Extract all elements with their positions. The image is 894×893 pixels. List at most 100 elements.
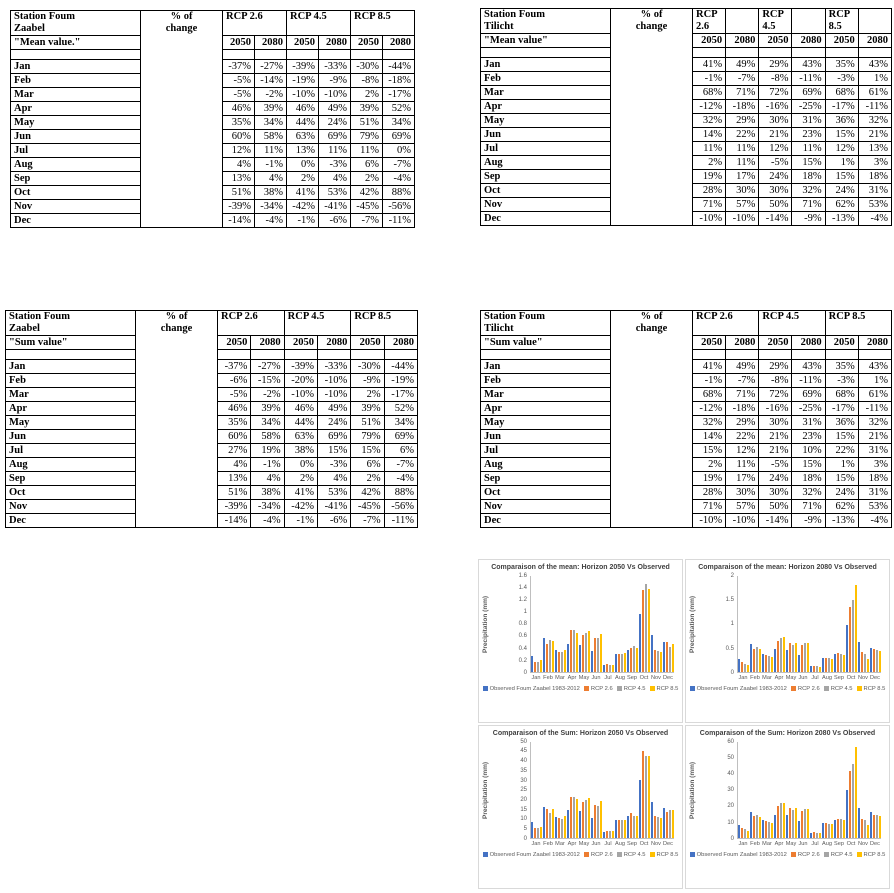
bar-rcp26	[801, 645, 804, 672]
value-cell: 19%	[691, 169, 727, 185]
value-cell: 11%	[725, 155, 760, 171]
bar-rcp26	[753, 648, 756, 672]
value-cell: -42%	[283, 499, 318, 515]
scenario-header: RCP 4.5	[758, 7, 793, 35]
value-cell: -3%	[824, 373, 859, 389]
value-cell: 43%	[857, 359, 893, 375]
y-tick-label: 40	[727, 771, 734, 778]
bar-rcp45	[608, 831, 611, 838]
bar-group	[614, 576, 626, 672]
value-cell: 71%	[725, 387, 760, 403]
bar-observed	[567, 643, 570, 672]
y-axis-label: Precipitation (mm)	[689, 595, 696, 653]
value-cell: 27%	[216, 443, 252, 459]
table-row: Mar -5% -2% -10% -10% 2% -17%	[5, 387, 419, 403]
station-name: Station Foum Zaabel	[5, 309, 136, 337]
legend-swatch	[482, 686, 488, 692]
legend-swatch	[790, 852, 796, 858]
value-cell: -19%	[286, 73, 319, 89]
x-axis-labels: Jan Feb Mar Apr May Jun Jul Aug Sep Oct Nov Dec	[737, 841, 881, 847]
month-cell: Aug	[480, 457, 611, 473]
bar-rcp26	[582, 635, 585, 672]
month-cell: Dec	[10, 213, 141, 229]
month-cell: Aug	[480, 155, 611, 171]
value-cell: -5%	[758, 457, 793, 473]
value-cell: 30%	[758, 485, 793, 501]
bar-rcp85	[771, 822, 774, 838]
legend-swatch	[649, 686, 655, 692]
value-cell: -41%	[316, 499, 352, 515]
value-cell: 18%	[857, 471, 893, 487]
bar-rcp45	[644, 584, 647, 672]
table-header-row: Station Foum Zaabel% of change RCP 2.6 RCP…	[5, 309, 418, 529]
bar-rcp26	[653, 816, 656, 838]
bar-rcp45	[851, 600, 854, 672]
bar-observed	[821, 823, 824, 838]
bar-group	[602, 576, 615, 672]
value-cell: 4%	[250, 471, 285, 487]
spacer-cell	[350, 349, 385, 361]
legend-label: RCP 8.5	[656, 685, 679, 692]
value-cell: -10%	[691, 513, 727, 529]
legend-item: RCP 8.5	[856, 686, 885, 692]
value-cell: -1%	[691, 373, 727, 389]
x-tick-label: Apr	[774, 674, 784, 681]
value-cell: 2%	[350, 171, 383, 187]
value-cell: 14%	[691, 429, 727, 445]
month-cell: Mar	[480, 387, 611, 403]
value-cell: 51%	[216, 485, 252, 501]
spacer-cell	[758, 349, 793, 361]
x-tick-label: Oct	[639, 674, 649, 681]
value-cell: 44%	[286, 115, 319, 131]
year-header: 2080	[316, 335, 352, 351]
bar-rcp85	[588, 798, 591, 838]
bar-rcp26	[546, 808, 549, 838]
bar-group	[798, 742, 810, 838]
value-cell: 43%	[791, 359, 826, 375]
chart-legend: Observed Foum Zaabel 1983-2012 RCP 2.6 RCP…	[482, 852, 679, 858]
value-cell: 15%	[791, 457, 826, 473]
bar-rcp26	[629, 812, 632, 838]
bar-group	[614, 742, 626, 838]
value-cell: -5%	[222, 73, 255, 89]
bar-observed	[833, 653, 836, 672]
value-cell: -34%	[254, 199, 287, 215]
y-tick-label: 0.5	[725, 645, 734, 652]
bar-group	[543, 742, 555, 838]
spacer-cell	[222, 49, 255, 61]
value-cell: 39%	[350, 101, 383, 117]
value-cell: -27%	[250, 359, 285, 375]
y-tick-label: 1.4	[518, 584, 527, 591]
bar-rcp85	[818, 832, 821, 838]
value-cell: -20%	[283, 373, 318, 389]
bar-rcp45	[656, 816, 659, 838]
bar-group	[591, 742, 603, 838]
value-cell: 57%	[725, 197, 760, 213]
bar-rcp85	[795, 642, 798, 672]
spacer-cell	[10, 49, 141, 61]
value-cell: 1%	[857, 71, 893, 87]
value-cell: -4%	[857, 513, 893, 529]
value-cell: -7%	[725, 71, 760, 87]
spacer-cell	[758, 47, 793, 59]
plot-wrapper: 0 5 10 15 20 25 30 35 40 45 50	[520, 739, 674, 842]
value-cell: 72%	[758, 85, 793, 101]
value-cell: 41%	[691, 57, 727, 73]
value-cell: -6%	[316, 513, 352, 529]
bar-rcp85	[771, 657, 774, 672]
bar-group	[786, 576, 798, 672]
value-cell: 69%	[382, 129, 415, 145]
chart-legend: Observed Foum Zaabel 1983-2012 RCP 2.6 RCP…	[482, 686, 679, 692]
value-cell: 69%	[318, 129, 351, 145]
value-cell: -44%	[383, 359, 419, 375]
spacer-cell	[250, 349, 285, 361]
value-cell: 24%	[758, 471, 793, 487]
value-cell: -25%	[791, 99, 826, 115]
x-tick-label: Aug	[822, 674, 832, 681]
value-cell: 35%	[824, 57, 859, 73]
legend-item: RCP 8.5	[649, 852, 678, 858]
value-cell: -39%	[283, 359, 318, 375]
value-cell: 29%	[758, 359, 793, 375]
value-type-label: "Sum value"	[480, 335, 611, 351]
value-cell: 69%	[383, 429, 419, 445]
